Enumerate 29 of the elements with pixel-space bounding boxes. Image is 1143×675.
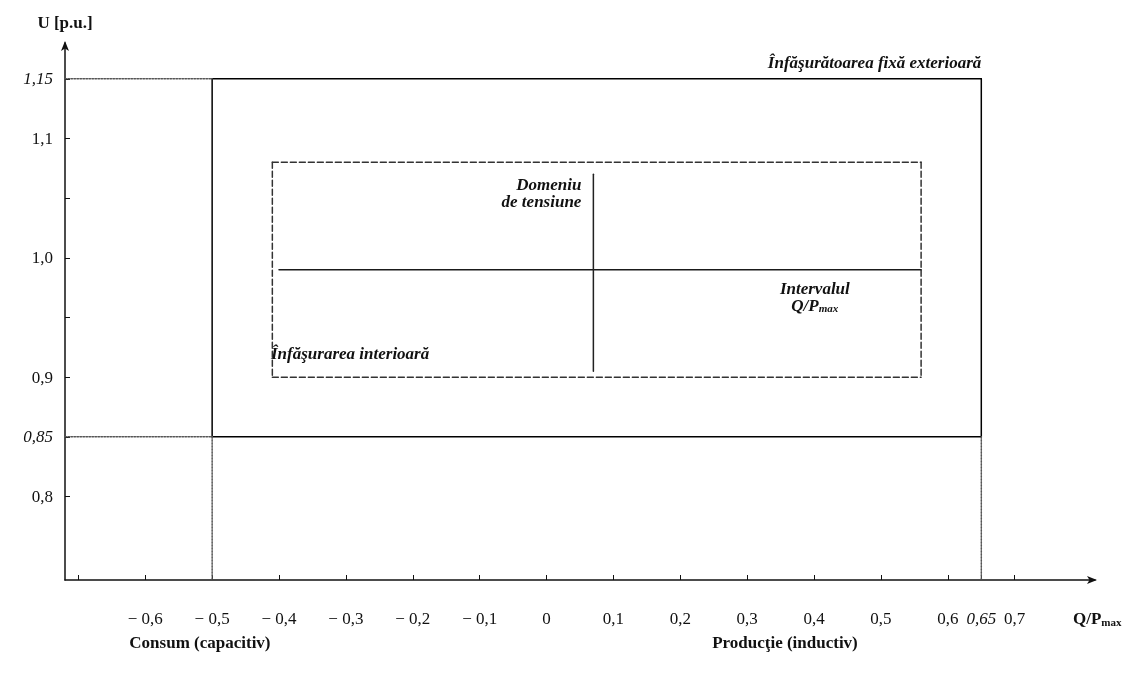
annotation: Înfăşurătoarea fixă exterioară [766,52,982,72]
x-tick-label: 0,7 [1004,609,1026,628]
x-tick-label: 0 [542,609,551,628]
y-tick-label: 1,0 [31,248,53,268]
text: Consum (capacitiv) [129,632,271,652]
y-tick-label: 0,9 [31,367,53,387]
x-tick-label: 0,4 [803,609,826,628]
x-tick-label: − 0,1 [462,609,498,628]
x-tick-label: 0,5 [870,609,892,628]
x-axis-title: Q/Pmax [1073,609,1123,628]
text: Producţie (inductiv) [712,632,858,652]
annotation: Intervalul Q/Pmax [778,278,851,315]
x-tick-label: 0,1 [602,609,625,628]
x-tick-label: 0,6 [937,609,959,628]
y-tick-label: 1,15 [23,69,53,89]
annotation: Domeniu de tensiune [501,175,582,212]
y-tick-label: 0,85 [23,427,53,447]
y-axis-title: U [p.u.] [37,13,93,32]
x-tick-label: − 0,2 [395,609,431,628]
y-tick-label: 1,1 [31,128,53,148]
annotation: Înfăşurarea interioară [270,343,430,363]
x-tick-label: 0,2 [669,609,691,628]
x-tick-label: − 0,6 [127,609,163,628]
x-tick-label: 0,65 [966,609,997,628]
x-tick-label: − 0,3 [328,609,364,628]
x-tick-label: − 0,4 [261,609,298,628]
x-tick-label: − 0,5 [194,609,230,628]
y-tick-label: 0,8 [31,486,53,506]
x-tick-label: 0,3 [736,609,758,628]
